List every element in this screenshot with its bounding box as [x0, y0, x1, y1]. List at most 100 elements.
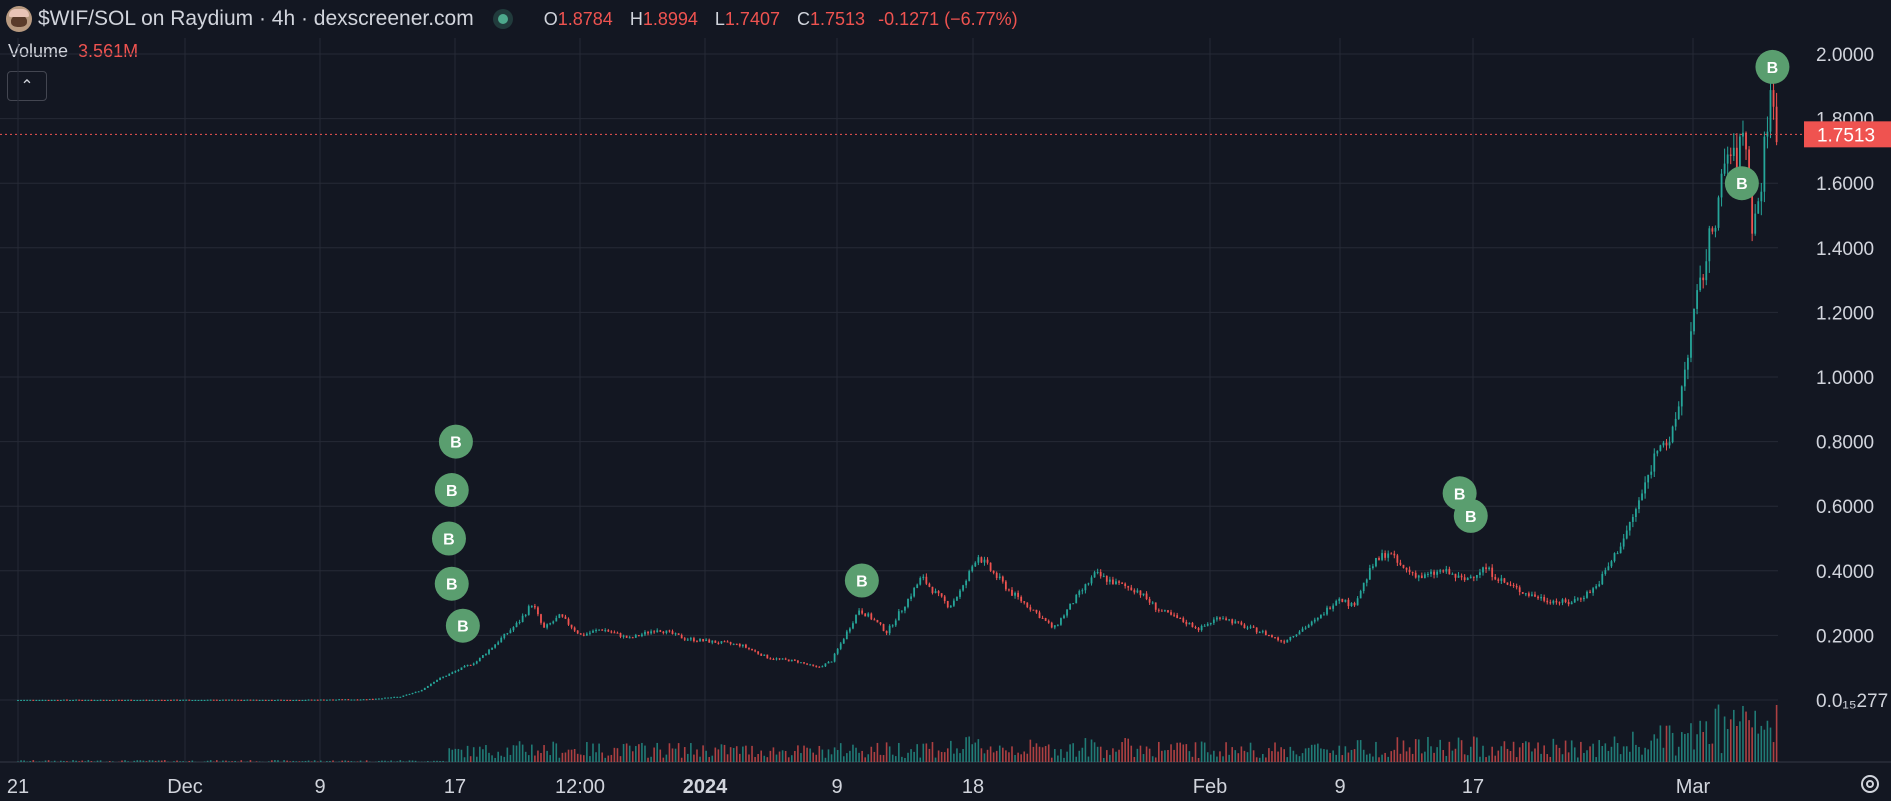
- volume-bar: [919, 757, 922, 762]
- candle-body: [1041, 617, 1044, 619]
- candle-body: [1188, 622, 1191, 625]
- volume-bar: [1690, 723, 1692, 762]
- candle-body: [1371, 566, 1374, 569]
- volume-bar: [604, 757, 607, 762]
- volume-bar: [720, 744, 723, 762]
- volume-bar: [341, 760, 343, 762]
- candle-body: [1365, 579, 1368, 583]
- volume-bar: [1216, 756, 1218, 762]
- volume-bar: [267, 761, 270, 762]
- volume-bar: [1473, 736, 1475, 762]
- volume-bar: [38, 761, 41, 762]
- candle-body: [607, 630, 610, 632]
- volume-bar: [1369, 753, 1371, 762]
- candle-body: [965, 580, 968, 586]
- candle-body: [873, 619, 876, 621]
- gear-icon[interactable]: [1861, 775, 1879, 793]
- volume-bar: [1136, 748, 1139, 762]
- volume-bar: [1246, 752, 1249, 762]
- open-label: O: [543, 8, 558, 29]
- candle-body: [1304, 627, 1307, 629]
- candle-body: [986, 559, 989, 563]
- volume-bar: [60, 760, 62, 762]
- candle-body: [1338, 598, 1341, 601]
- volume-bar: [910, 749, 912, 762]
- candle-body: [1053, 625, 1056, 628]
- volume-value: 3.561M: [78, 41, 139, 61]
- buy-marker: [1724, 166, 1759, 201]
- volume-bar: [653, 747, 655, 762]
- candle-body: [243, 700, 246, 701]
- candle-body: [1729, 154, 1732, 157]
- candle-body: [601, 629, 604, 631]
- candle-body: [793, 659, 796, 661]
- volume-bar: [1414, 739, 1417, 762]
- volume-bar: [1387, 756, 1389, 762]
- candle-body: [408, 694, 411, 696]
- candle-body: [1524, 593, 1527, 595]
- candle-body: [1130, 587, 1133, 591]
- volume-bar: [136, 760, 139, 762]
- candle-body: [405, 694, 408, 696]
- volume-bar: [1629, 751, 1631, 762]
- volume-bar: [735, 746, 738, 762]
- volume-bar: [1451, 750, 1454, 762]
- volume-bar: [1668, 725, 1671, 762]
- candle-body: [105, 699, 108, 701]
- candle-body: [1246, 627, 1249, 629]
- volume-bar: [558, 757, 561, 762]
- candle-body: [1748, 149, 1750, 178]
- candle-body: [1090, 577, 1093, 584]
- candle-body: [1329, 607, 1331, 609]
- volume-bar: [1002, 747, 1004, 762]
- candle-body: [29, 699, 32, 701]
- candle-body: [518, 621, 521, 623]
- candle-body: [552, 621, 555, 624]
- candle-body: [1160, 610, 1163, 612]
- dog-avatar-icon: [6, 6, 32, 32]
- volume-bar: [1063, 757, 1065, 762]
- candle-body: [298, 699, 301, 701]
- volume-bar: [876, 742, 879, 762]
- candle-body: [592, 630, 594, 633]
- candle-body: [1344, 599, 1347, 602]
- volume-bar: [1491, 746, 1493, 762]
- collapse-button[interactable]: ⌃: [7, 71, 47, 101]
- candle-body: [295, 699, 298, 701]
- volume-bar: [1436, 747, 1438, 762]
- volume-bar: [1528, 742, 1530, 762]
- volume-bar: [1525, 741, 1527, 762]
- candle-body: [1118, 581, 1120, 583]
- volume-bar: [1613, 736, 1616, 762]
- volume-bar: [622, 744, 625, 762]
- candle-body: [44, 699, 47, 701]
- volume-bar: [222, 760, 224, 762]
- candle-body: [283, 699, 285, 701]
- candle-body: [1451, 573, 1454, 575]
- volume-bar: [402, 761, 405, 762]
- candle-body: [1631, 516, 1634, 522]
- volume-bar: [1258, 757, 1261, 762]
- volume-bar: [662, 757, 665, 762]
- candle-body: [852, 623, 854, 629]
- volume-bar: [1320, 748, 1322, 762]
- candle-body: [900, 610, 903, 612]
- candle-body: [200, 700, 203, 701]
- candle-body: [919, 577, 922, 585]
- buy-marker: [434, 473, 469, 508]
- candle-body: [1347, 599, 1350, 607]
- candle-body: [1353, 603, 1356, 606]
- candle-body: [1390, 553, 1393, 555]
- volume-bar: [1549, 756, 1552, 762]
- candle-body: [503, 633, 506, 638]
- volume-bar: [839, 743, 842, 762]
- candle-body: [1430, 571, 1432, 574]
- candle-body: [1216, 617, 1218, 620]
- candle-body: [818, 666, 821, 668]
- volume-bar: [717, 749, 720, 762]
- volume-bar: [980, 748, 983, 762]
- candle-body: [212, 699, 215, 701]
- candle-body: [1463, 577, 1466, 581]
- volume-bar: [319, 760, 322, 762]
